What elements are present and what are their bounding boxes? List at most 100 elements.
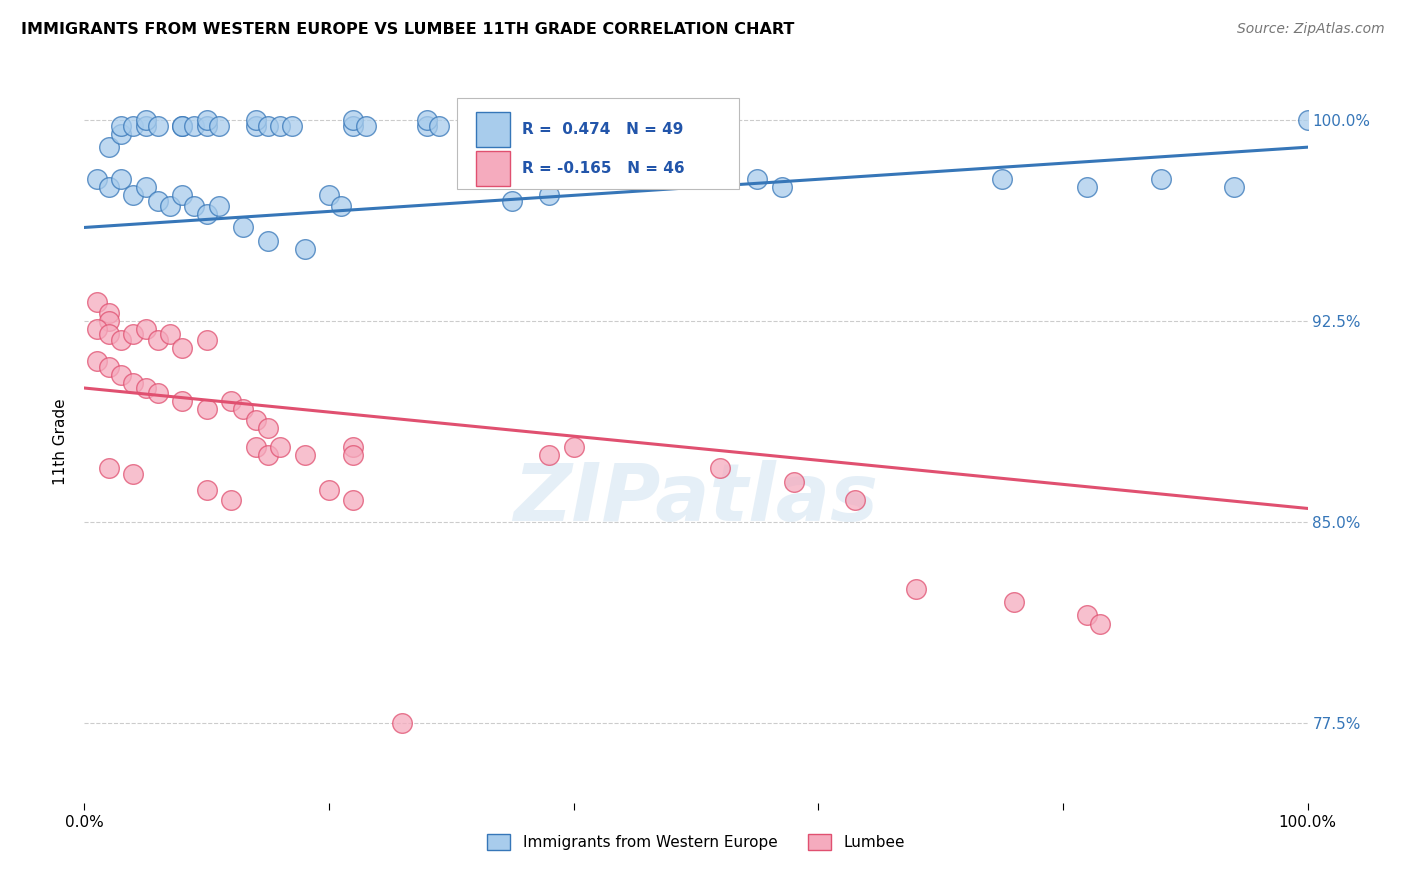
Point bbox=[342, 119, 364, 133]
Point bbox=[342, 448, 364, 462]
Point bbox=[257, 448, 280, 462]
Point bbox=[159, 199, 181, 213]
Point bbox=[416, 119, 439, 133]
Point bbox=[562, 440, 585, 454]
Text: ZIPatlas: ZIPatlas bbox=[513, 460, 879, 539]
Point bbox=[770, 180, 793, 194]
Point bbox=[342, 113, 364, 128]
Point bbox=[110, 127, 132, 141]
Point bbox=[97, 306, 120, 320]
Point bbox=[318, 483, 340, 497]
Point bbox=[342, 493, 364, 508]
Point bbox=[245, 119, 267, 133]
Point bbox=[172, 119, 194, 133]
Y-axis label: 11th Grade: 11th Grade bbox=[53, 398, 69, 485]
Point bbox=[1296, 113, 1319, 128]
Legend: Immigrants from Western Europe, Lumbee: Immigrants from Western Europe, Lumbee bbox=[481, 829, 911, 856]
Point bbox=[391, 715, 413, 730]
Point bbox=[97, 180, 120, 194]
Point bbox=[122, 467, 145, 481]
Point bbox=[538, 448, 561, 462]
Point bbox=[294, 242, 316, 256]
Point bbox=[159, 327, 181, 342]
Point bbox=[135, 381, 157, 395]
Point bbox=[146, 194, 169, 208]
Point bbox=[172, 341, 194, 355]
Point bbox=[122, 188, 145, 202]
Point bbox=[86, 354, 108, 368]
Point bbox=[97, 314, 120, 328]
Point bbox=[135, 322, 157, 336]
Point bbox=[1150, 172, 1173, 186]
Point bbox=[1088, 616, 1111, 631]
Text: R = -0.165   N = 46: R = -0.165 N = 46 bbox=[522, 161, 685, 176]
Text: IMMIGRANTS FROM WESTERN EUROPE VS LUMBEE 11TH GRADE CORRELATION CHART: IMMIGRANTS FROM WESTERN EUROPE VS LUMBEE… bbox=[21, 22, 794, 37]
Point bbox=[97, 140, 120, 154]
Point bbox=[1223, 180, 1246, 194]
Point bbox=[146, 386, 169, 401]
Point bbox=[195, 207, 218, 221]
Point bbox=[172, 119, 194, 133]
Point bbox=[281, 119, 304, 133]
Point bbox=[135, 113, 157, 128]
Point bbox=[195, 483, 218, 497]
Point bbox=[195, 333, 218, 347]
Point bbox=[86, 172, 108, 186]
Point bbox=[1076, 180, 1098, 194]
Point bbox=[257, 119, 280, 133]
Point bbox=[86, 322, 108, 336]
Point bbox=[97, 359, 120, 374]
Point bbox=[135, 180, 157, 194]
Point bbox=[257, 234, 280, 248]
Point bbox=[97, 461, 120, 475]
Point bbox=[183, 199, 205, 213]
Point bbox=[354, 119, 377, 133]
Point bbox=[122, 119, 145, 133]
FancyBboxPatch shape bbox=[475, 112, 510, 147]
Point bbox=[172, 394, 194, 409]
Point bbox=[208, 119, 231, 133]
Point bbox=[172, 188, 194, 202]
Point bbox=[122, 327, 145, 342]
Point bbox=[257, 421, 280, 435]
Point bbox=[416, 113, 439, 128]
Point bbox=[709, 461, 731, 475]
Point bbox=[342, 440, 364, 454]
Point bbox=[146, 119, 169, 133]
Point bbox=[110, 333, 132, 347]
Text: Source: ZipAtlas.com: Source: ZipAtlas.com bbox=[1237, 22, 1385, 37]
Point bbox=[245, 113, 267, 128]
Point bbox=[232, 220, 254, 235]
Point bbox=[232, 402, 254, 417]
Point bbox=[991, 172, 1014, 186]
Point bbox=[195, 119, 218, 133]
Point bbox=[269, 440, 291, 454]
Point bbox=[318, 188, 340, 202]
Point bbox=[219, 493, 242, 508]
Point bbox=[135, 119, 157, 133]
Point bbox=[502, 194, 524, 208]
Point bbox=[1076, 608, 1098, 623]
Point bbox=[219, 394, 242, 409]
Point bbox=[427, 119, 450, 133]
Point bbox=[110, 119, 132, 133]
Point bbox=[245, 413, 267, 427]
Point bbox=[844, 493, 866, 508]
Point bbox=[110, 172, 132, 186]
Point bbox=[1002, 595, 1025, 609]
Point bbox=[208, 199, 231, 213]
Point bbox=[122, 376, 145, 390]
Point bbox=[245, 440, 267, 454]
FancyBboxPatch shape bbox=[457, 98, 738, 189]
Point bbox=[269, 119, 291, 133]
Point bbox=[97, 327, 120, 342]
Point bbox=[294, 448, 316, 462]
Point bbox=[538, 188, 561, 202]
Point bbox=[146, 333, 169, 347]
Point bbox=[905, 582, 928, 596]
Point bbox=[195, 113, 218, 128]
Point bbox=[195, 402, 218, 417]
Point bbox=[86, 295, 108, 310]
Point bbox=[110, 368, 132, 382]
Point bbox=[183, 119, 205, 133]
